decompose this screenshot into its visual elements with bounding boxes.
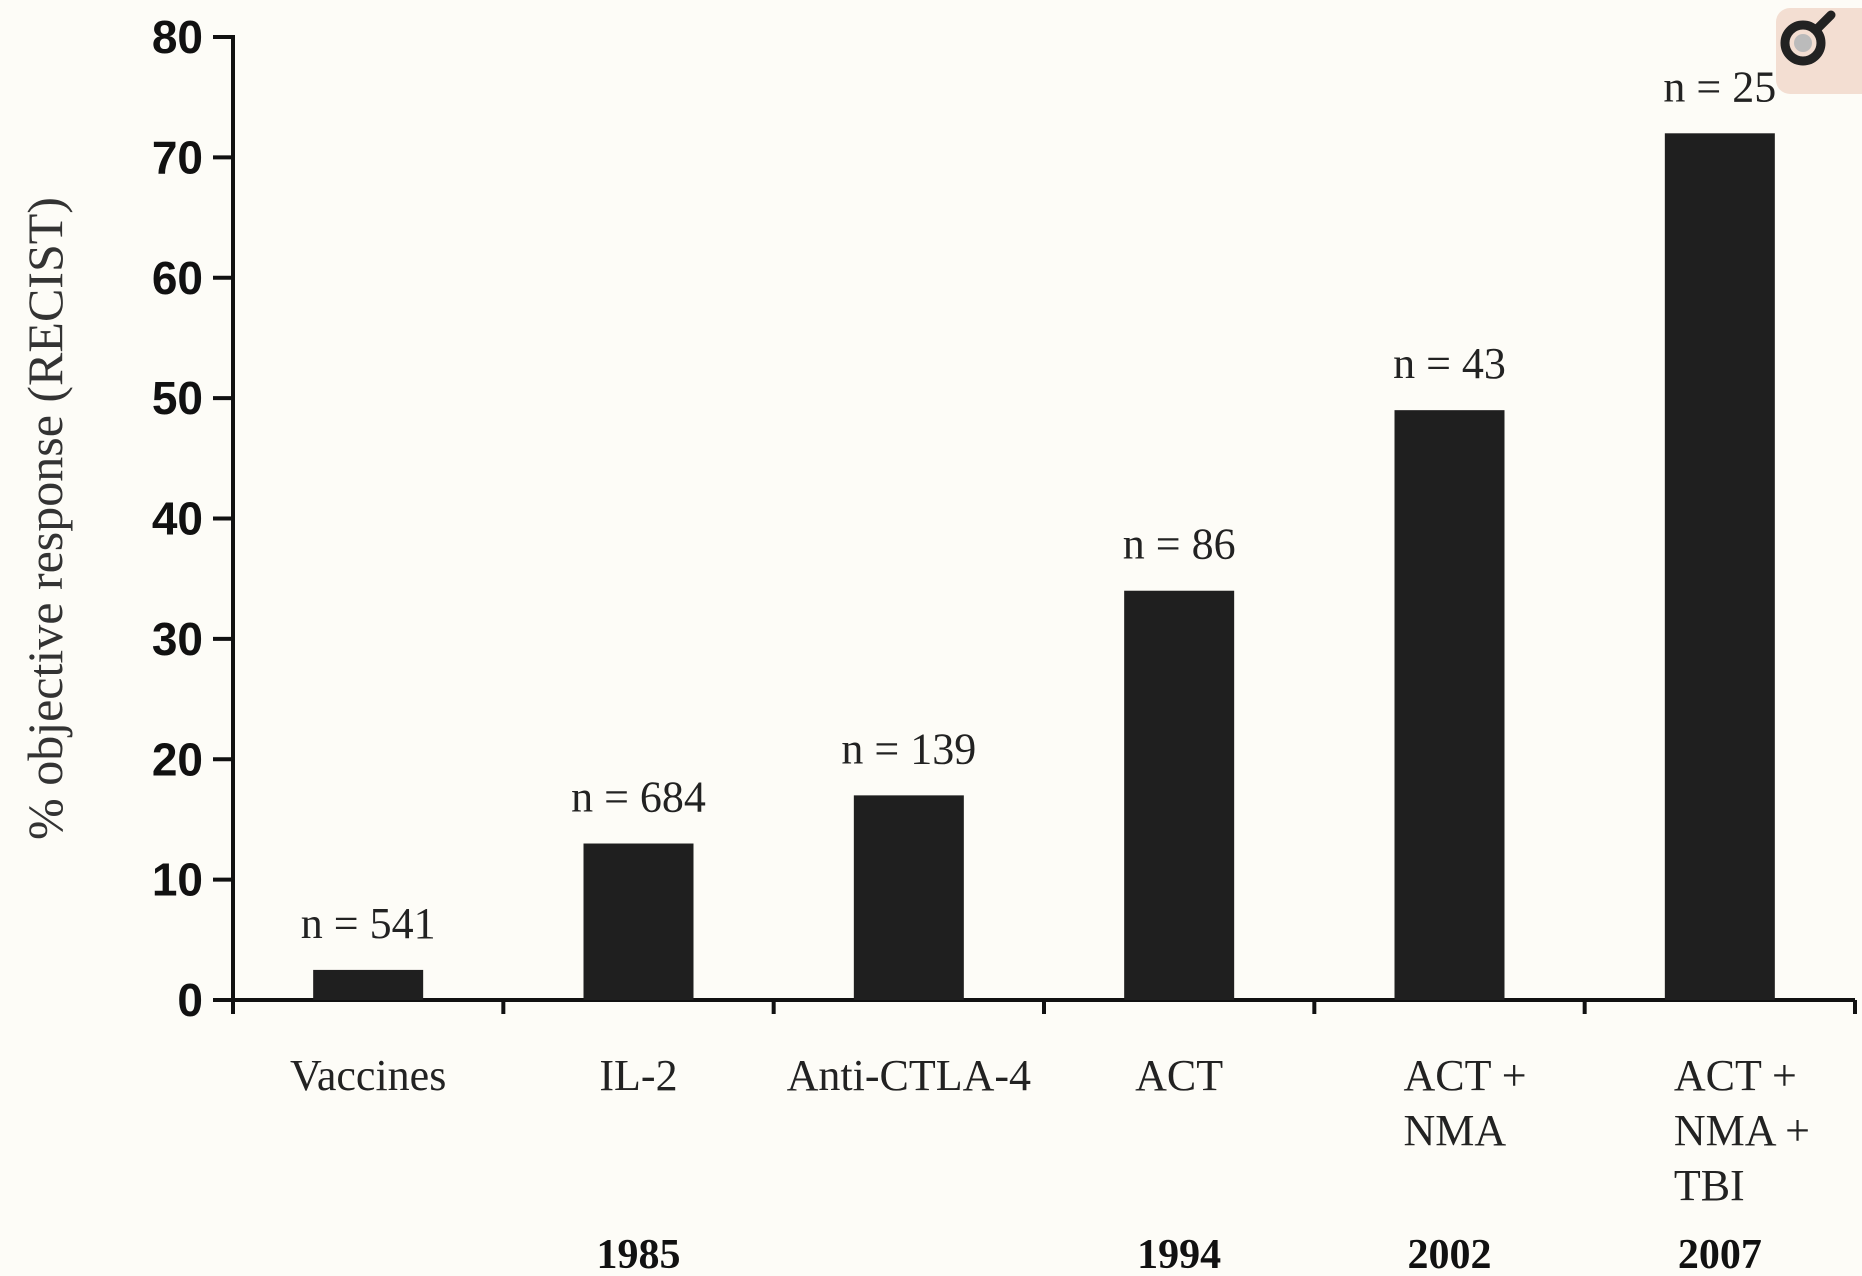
y-tick-label: 70 bbox=[152, 131, 203, 183]
bar-n-label: n = 684 bbox=[571, 773, 706, 822]
bar bbox=[853, 795, 964, 1000]
x-year-label: 1985 bbox=[597, 1232, 681, 1276]
y-tick-label: 0 bbox=[177, 974, 203, 1026]
x-category-label: Anti-CTLA-4 bbox=[787, 1051, 1031, 1100]
x-category-label: TBI bbox=[1674, 1161, 1745, 1210]
y-axis-title: % objective response (RECIST) bbox=[17, 197, 73, 840]
magnifier-button[interactable] bbox=[1776, 8, 1862, 94]
y-tick-label: 80 bbox=[152, 11, 203, 63]
bar-n-label: n = 86 bbox=[1123, 520, 1236, 569]
y-tick-label: 50 bbox=[152, 372, 203, 424]
y-tick-label: 40 bbox=[152, 493, 203, 545]
bar-n-label: n = 25 bbox=[1663, 62, 1776, 111]
x-year-label: 1994 bbox=[1137, 1232, 1221, 1276]
x-category-label: Vaccines bbox=[290, 1051, 446, 1100]
bar-n-label: n = 43 bbox=[1393, 339, 1506, 388]
x-category-label: ACT + bbox=[1674, 1051, 1797, 1100]
x-category-label: NMA + bbox=[1674, 1106, 1810, 1155]
y-tick-label: 20 bbox=[152, 733, 203, 785]
x-category-label: IL-2 bbox=[599, 1051, 677, 1100]
bar bbox=[1664, 133, 1775, 1001]
x-year-label: 2002 bbox=[1408, 1232, 1492, 1276]
bar-n-label: n = 541 bbox=[301, 899, 436, 948]
y-tick-label: 30 bbox=[152, 613, 203, 665]
magnifier-icon bbox=[1780, 10, 1836, 66]
bar bbox=[313, 969, 424, 1000]
x-year-label: 2007 bbox=[1678, 1232, 1762, 1276]
x-category-label: ACT + bbox=[1404, 1051, 1527, 1100]
x-category-label: ACT bbox=[1135, 1051, 1223, 1100]
bar bbox=[583, 843, 694, 1000]
x-category-label: NMA bbox=[1404, 1106, 1507, 1155]
y-tick-label: 10 bbox=[152, 854, 203, 906]
bar bbox=[1124, 590, 1235, 1000]
bar-n-label: n = 139 bbox=[841, 724, 976, 773]
bar bbox=[1394, 410, 1505, 1001]
y-tick-label: 60 bbox=[152, 252, 203, 304]
